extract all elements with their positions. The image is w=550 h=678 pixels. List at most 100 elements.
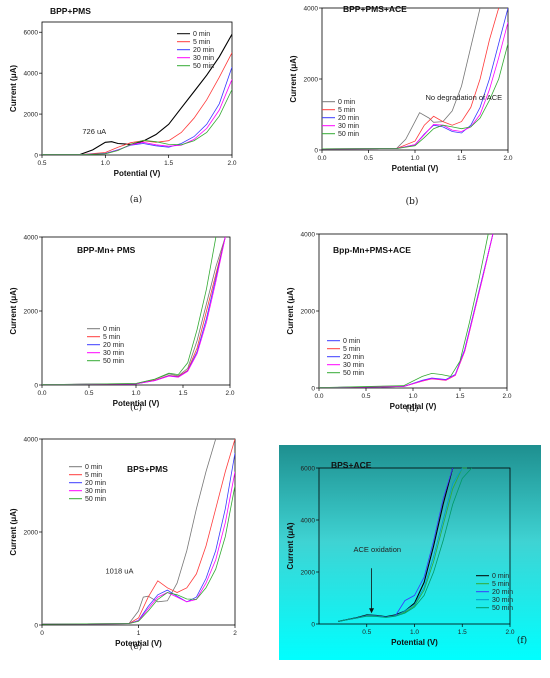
x-tick-label: 2.0: [225, 390, 234, 397]
series-line-1: [42, 236, 226, 385]
legend-entry: 20 min: [85, 480, 106, 487]
x-tick-label: 1.0: [408, 393, 417, 400]
y-tick-label: 2000: [24, 529, 39, 536]
x-tick-label: 1: [137, 630, 141, 637]
y-tick-label: 4000: [24, 436, 39, 443]
y-tick-label: 0: [314, 147, 318, 154]
panel-label: (f): [517, 635, 527, 646]
y-tick-label: 4000: [301, 231, 316, 238]
x-tick-label: 2: [233, 630, 237, 637]
chart-title: BPP+PMS+ACE: [343, 4, 407, 14]
annotation: 726 uA: [82, 127, 106, 136]
series-line-3: [42, 236, 226, 385]
x-axis-label: Potential (V): [113, 399, 160, 408]
x-tick-label: 1.5: [455, 393, 464, 400]
legend-entry: 30 min: [193, 55, 214, 62]
legend-entry: 0 min: [103, 326, 120, 333]
chart-panel-4: 0.0 0.5 1.0 1.5 2.0 0 2000 4000 Potential (V) Cur…: [286, 231, 512, 414]
series-line-4: [42, 79, 232, 155]
series-line-2: [42, 438, 235, 625]
x-axis-label: Potential (V): [392, 164, 439, 173]
x-tick-label: 1.0: [410, 629, 419, 636]
chart-panel-5: 0 1 2 0 2000 4000 Potential (V) Current (μA) BPS…: [9, 436, 237, 652]
x-tick-label: 0.0: [317, 155, 326, 162]
plot-frame: [41, 21, 233, 156]
panel-label: (a): [130, 194, 142, 205]
legend-entry: 30 min: [103, 350, 124, 357]
series-line-5: [42, 89, 232, 155]
legend-entry: 50 min: [338, 131, 359, 138]
plot-frame: [41, 236, 231, 386]
chart-title: BPS+ACE: [331, 460, 372, 470]
y-tick-label: 2000: [304, 76, 319, 83]
x-tick-label: 1.5: [178, 390, 187, 397]
legend-entry: 0 min: [85, 464, 102, 471]
x-tick-label: 0.5: [361, 393, 370, 400]
legend-entry: 50 min: [343, 370, 364, 377]
x-tick-label: 0.0: [314, 393, 323, 400]
legend-entry: 30 min: [343, 362, 364, 369]
x-tick-label: 0.5: [364, 155, 373, 162]
chart-title: BPS+PMS: [127, 464, 168, 474]
series-line-4: [42, 236, 226, 385]
legend-entry: 30 min: [338, 123, 359, 130]
legend-entry: 0 min: [492, 573, 509, 580]
chart-title: BPP-Mn+ PMS: [77, 245, 136, 255]
legend-entry: 30 min: [492, 597, 513, 604]
annotation: ACE oxidation: [354, 545, 402, 554]
x-tick-label: 1.0: [131, 390, 140, 397]
x-tick-label: 0.0: [37, 390, 46, 397]
y-tick-label: 0: [34, 382, 38, 389]
chart-panel-6: 0.5 1.0 1.5 2.0 0 2000 4000 6000 Potential (V) Cu…: [286, 460, 527, 647]
legend-entry: 30 min: [85, 488, 106, 495]
series-line-1: [42, 438, 217, 625]
y-tick-label: 4000: [24, 70, 39, 77]
y-tick-label: 4000: [24, 234, 39, 241]
legend-entry: 50 min: [193, 63, 214, 70]
panel-label: (d): [406, 403, 419, 414]
series-line-5: [338, 467, 473, 622]
legend-entry: 5 min: [85, 472, 102, 479]
y-axis-label: Current (μA): [9, 65, 18, 112]
x-axis-label: Potential (V): [390, 402, 437, 411]
series-line-4: [42, 471, 235, 625]
x-axis-label: Potential (V): [391, 638, 438, 647]
legend-entry: 20 min: [343, 354, 364, 361]
x-tick-label: 1.5: [164, 160, 173, 167]
y-tick-label: 0: [311, 385, 315, 392]
series-line-5: [322, 43, 508, 150]
legend-entry: 0 min: [338, 99, 355, 106]
y-axis-label: Current (μA): [286, 522, 295, 569]
series-line-4: [322, 22, 508, 150]
chart-panel-3: 0.0 0.5 1.0 1.5 2.0 0 2000 4000 Potential (V) Cur…: [9, 234, 235, 413]
x-tick-label: 2.0: [503, 155, 512, 162]
legend-entry: 20 min: [103, 342, 124, 349]
y-tick-label: 2000: [301, 308, 316, 315]
x-tick-label: 2.0: [227, 160, 236, 167]
y-axis-label: Current (μA): [286, 287, 295, 334]
series-line-4: [319, 233, 494, 388]
annotation: No degradation of ACE: [425, 93, 502, 102]
x-tick-label: 0.5: [84, 390, 93, 397]
series-line-2: [42, 236, 226, 385]
legend-entry: 50 min: [103, 358, 124, 365]
y-tick-label: 6000: [24, 30, 39, 37]
legend-entry: 5 min: [343, 346, 360, 353]
y-axis-label: Current (μA): [9, 508, 18, 555]
y-tick-label: 2000: [24, 111, 39, 118]
y-tick-label: 6000: [301, 465, 316, 472]
legend-entry: 5 min: [193, 39, 210, 46]
legend-entry: 5 min: [338, 107, 355, 114]
series-line-5: [42, 485, 235, 625]
legend-entry: 20 min: [193, 47, 214, 54]
x-axis-label: Potential (V): [115, 639, 162, 648]
y-tick-label: 0: [34, 152, 38, 159]
series-line-2: [322, 7, 500, 150]
x-tick-label: 1.5: [457, 155, 466, 162]
series-line-1: [337, 467, 454, 622]
y-tick-label: 0: [311, 621, 315, 628]
legend-entry: 0 min: [343, 338, 360, 345]
x-tick-label: 0.5: [37, 160, 46, 167]
chart-panel-1: 0.5 1.0 1.5 2.0 0 2000 4000 6000 Potential (V) Cu…: [9, 6, 237, 205]
